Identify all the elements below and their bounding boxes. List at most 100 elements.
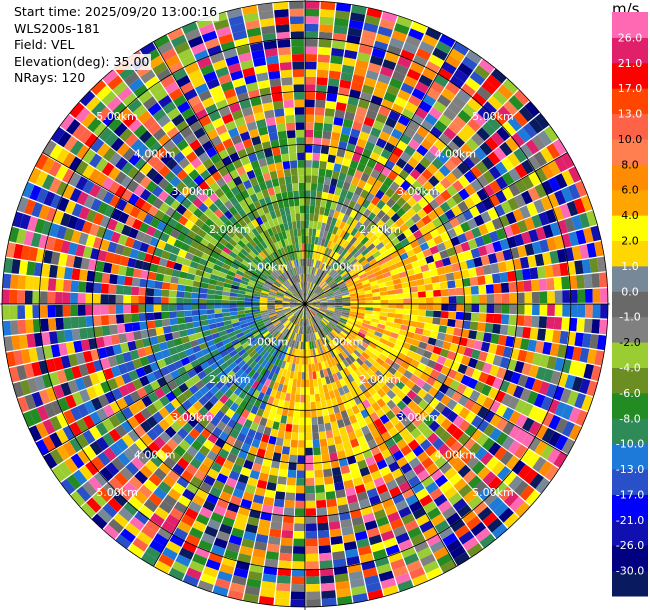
velocity-gate <box>302 281 305 289</box>
velocity-gate <box>270 405 278 414</box>
velocity-gate <box>464 230 475 241</box>
velocity-gate <box>149 82 164 96</box>
velocity-gate <box>168 450 182 463</box>
velocity-gate <box>66 474 82 490</box>
velocity-gate <box>96 408 109 422</box>
velocity-gate <box>127 166 140 180</box>
velocity-gate <box>448 48 465 62</box>
velocity-gate <box>315 370 321 379</box>
velocity-gate <box>335 2 352 13</box>
velocity-gate <box>186 445 199 458</box>
velocity-gate <box>480 211 492 224</box>
velocity-gate <box>225 477 238 488</box>
velocity-gate <box>289 454 298 463</box>
velocity-gate <box>574 180 588 197</box>
velocity-gate <box>197 356 207 365</box>
velocity-gate <box>338 268 347 276</box>
velocity-gate <box>310 183 318 191</box>
velocity-gate <box>305 304 311 310</box>
velocity-gate <box>407 156 419 169</box>
velocity-gate <box>418 410 429 422</box>
velocity-gate <box>367 134 379 145</box>
velocity-gate <box>344 337 353 345</box>
velocity-gate <box>388 299 396 304</box>
range-ring-label: 4.00km <box>435 148 477 161</box>
velocity-gate <box>298 274 302 282</box>
velocity-gate <box>267 305 275 308</box>
colorbar-tick-label: -17.0 <box>616 488 644 501</box>
velocity-gate <box>249 42 264 53</box>
velocity-gate <box>364 335 373 342</box>
velocity-gate <box>240 248 249 257</box>
velocity-gate <box>115 157 128 171</box>
velocity-gate <box>470 349 481 360</box>
velocity-gate <box>385 321 394 328</box>
velocity-gate <box>230 70 244 81</box>
azimuth-spoke <box>304 303 568 456</box>
velocity-gate <box>316 499 327 509</box>
velocity-gate <box>328 268 336 276</box>
velocity-gate <box>416 235 427 246</box>
velocity-gate <box>248 396 257 406</box>
velocity-gate <box>209 486 222 498</box>
velocity-gate <box>470 312 479 322</box>
velocity-gate <box>339 238 346 247</box>
velocity-gate <box>193 145 206 157</box>
velocity-gate <box>330 201 338 211</box>
velocity-gate <box>461 56 478 71</box>
velocity-gate <box>210 135 222 147</box>
velocity-gate <box>568 360 580 376</box>
velocity-gate <box>333 337 341 346</box>
velocity-gate <box>286 245 292 254</box>
velocity-gate <box>341 290 349 294</box>
velocity-gate <box>45 207 58 223</box>
velocity-gate <box>346 365 354 374</box>
velocity-gate <box>129 206 141 218</box>
velocity-gate <box>382 124 394 135</box>
velocity-gate <box>344 448 355 458</box>
velocity-gate <box>168 297 177 304</box>
velocity-gate <box>307 251 311 259</box>
velocity-gate <box>188 333 197 342</box>
velocity-gate <box>340 351 348 359</box>
velocity-gate <box>532 456 547 473</box>
velocity-gate <box>284 206 291 216</box>
velocity-gate <box>421 475 435 488</box>
velocity-gate <box>295 325 300 334</box>
velocity-gate <box>237 293 246 298</box>
velocity-gate <box>200 63 215 76</box>
velocity-gate <box>346 455 357 465</box>
velocity-gate <box>406 364 417 374</box>
velocity-gate <box>168 311 177 319</box>
velocity-gate <box>41 332 51 346</box>
velocity-gate <box>252 295 261 300</box>
velocity-gate <box>505 211 517 225</box>
velocity-gate <box>346 382 355 392</box>
velocity-gate <box>261 205 270 214</box>
velocity-gate <box>247 230 256 240</box>
velocity-gate <box>243 531 257 542</box>
velocity-gate <box>327 299 336 302</box>
velocity-gate <box>577 304 586 318</box>
velocity-gate <box>203 71 218 83</box>
velocity-gate <box>150 513 165 527</box>
velocity-gate <box>57 461 73 478</box>
velocity-gate <box>502 346 513 358</box>
velocity-gate <box>315 401 322 410</box>
velocity-gate <box>575 229 587 245</box>
velocity-gate <box>332 124 343 134</box>
velocity-gate <box>371 196 381 206</box>
velocity-gate <box>420 119 434 132</box>
velocity-gate <box>186 567 202 580</box>
velocity-gate <box>225 55 240 67</box>
velocity-gate <box>552 385 565 401</box>
velocity-gate <box>224 258 233 267</box>
velocity-gate <box>314 363 320 372</box>
velocity-gate <box>141 525 157 540</box>
velocity-gate <box>157 41 174 55</box>
velocity-gate <box>331 317 339 323</box>
velocity-gate <box>193 390 204 401</box>
velocity-gate <box>349 209 358 219</box>
velocity-gate <box>326 161 335 171</box>
velocity-gate <box>305 1 320 9</box>
